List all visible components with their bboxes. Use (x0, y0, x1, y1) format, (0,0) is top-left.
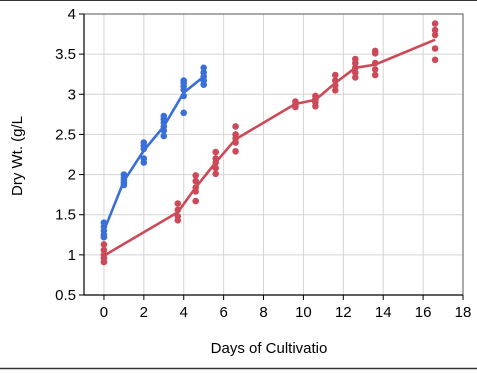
x-tick-label: 18 (455, 304, 472, 321)
series-2-point (212, 159, 219, 166)
series-2-point (212, 148, 219, 156)
y-tick-label: 3.5 (55, 46, 76, 63)
x-axis-title: Days of Cultivatio (211, 340, 328, 357)
series-2-point (332, 82, 339, 89)
x-tick-label: 8 (259, 304, 267, 321)
series-2-point (174, 217, 182, 224)
y-tick-label: 4 (68, 6, 76, 23)
x-tick-label: 4 (180, 304, 188, 321)
series-2-point (332, 77, 339, 84)
series-2-point (371, 59, 379, 67)
series-2-point (371, 71, 379, 79)
series-1-line (102, 75, 205, 232)
series-lines (102, 38, 436, 257)
series-2-point (100, 258, 108, 266)
series-2-point (332, 71, 339, 79)
series-2-point (431, 26, 439, 34)
series-1-point (140, 159, 148, 166)
series-2-point (292, 103, 299, 111)
y-tick-label: 0.5 (55, 287, 76, 304)
y-axis-title: Dry Wt. (g/L (9, 116, 26, 196)
x-tick-label: 14 (375, 304, 392, 321)
series-1-point (180, 109, 187, 117)
series-2-point (100, 241, 108, 248)
series-1-point (180, 86, 187, 93)
series-2-point (192, 197, 199, 205)
series-2-point (371, 66, 379, 73)
series-2-point (312, 103, 319, 110)
series-2-point (212, 164, 219, 172)
series-2-line (103, 38, 436, 257)
series-2-point (192, 172, 199, 179)
series-2-point (174, 200, 182, 207)
series-points (100, 20, 439, 266)
y-tick-label: 2 (68, 167, 76, 184)
series-1-point (100, 233, 108, 241)
series-2-point (332, 87, 339, 94)
series-1-point (180, 92, 187, 100)
series-2-point (352, 59, 359, 67)
x-tick-label: 6 (219, 304, 227, 321)
y-tick-label: 1.5 (55, 207, 76, 224)
series-2-point (431, 45, 439, 52)
y-tick-label: 1 (68, 247, 76, 264)
series-2-point (192, 177, 199, 185)
series-2-point (232, 139, 239, 146)
x-tick-label: 0 (100, 304, 108, 321)
series-1-point (140, 145, 148, 153)
series-1-point (160, 132, 168, 140)
y-tick-label: 2.5 (55, 126, 76, 143)
series-2-point (232, 148, 239, 155)
series-2-point (174, 206, 182, 214)
x-tick-label: 2 (140, 304, 148, 321)
series-2-point (431, 56, 439, 64)
x-tick-label: 16 (415, 304, 432, 321)
series-2-point (352, 74, 359, 81)
x-tick-label: 10 (295, 304, 312, 321)
series-2-point (371, 50, 379, 57)
series-1-point (200, 64, 207, 72)
series-1-point (160, 127, 168, 134)
series-2-point (352, 69, 359, 76)
series-2-point (232, 123, 239, 130)
y-tick-label: 3 (68, 86, 76, 103)
series-1-point (200, 81, 207, 88)
series-2-point (352, 64, 359, 72)
series-2-point (431, 31, 439, 39)
x-tick-label: 12 (335, 304, 352, 321)
series-2-point (431, 20, 439, 27)
series-2-point (192, 188, 199, 195)
series-2-point (100, 246, 108, 254)
series-1-point (120, 181, 128, 189)
axes: 0 2 4 6 8 10 12 14 16 18 0.5 1 1.5 2 2.5 3 3.5 4 (55, 6, 471, 321)
series-2-point (212, 170, 219, 178)
